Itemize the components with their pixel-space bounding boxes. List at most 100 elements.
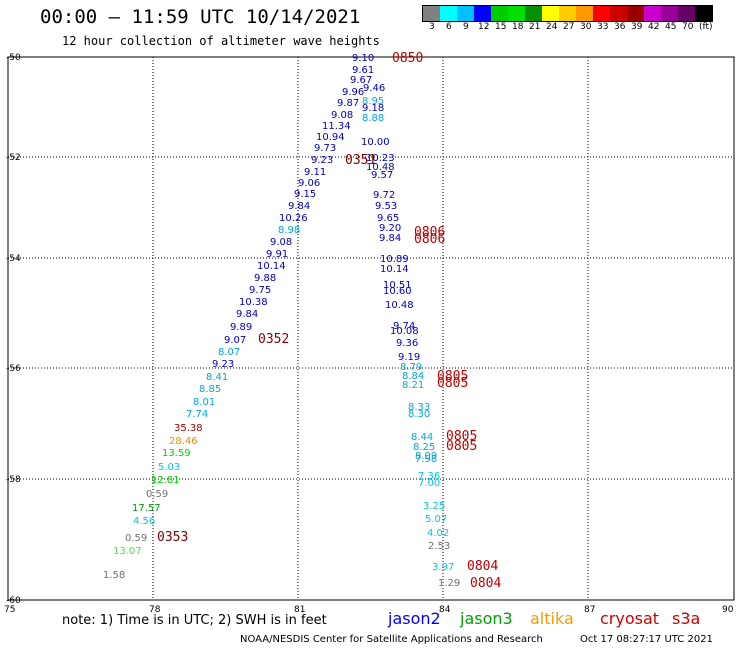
generation-timestamp: Oct 17 08:27:17 UTC 2021 <box>580 634 713 645</box>
color-scale-label: 27 <box>563 22 575 32</box>
color-swatch <box>627 6 644 21</box>
color-swatch <box>525 6 542 21</box>
wave-height-value: 9.91 <box>266 249 288 260</box>
wave-height-value: 9.74 <box>393 321 415 332</box>
color-swatch <box>593 6 610 21</box>
wave-height-value: 13.07 <box>113 546 142 557</box>
color-swatch <box>440 6 457 21</box>
satellite-legend-altika: altika <box>530 609 574 628</box>
chart-title: 00:00 – 11:59 UTC 10/14/2021 <box>40 6 361 28</box>
wave-height-value: 9.84 <box>236 309 258 320</box>
wave-height-value: 8.09 <box>415 451 437 462</box>
wave-height-value: 10.08 <box>390 326 419 337</box>
color-swatch <box>576 6 593 21</box>
graticule <box>8 57 734 600</box>
wave-height-value: 9.65 <box>377 213 399 224</box>
pass-time-label: 0353 <box>157 530 188 545</box>
wave-height-value: 10.26 <box>279 213 308 224</box>
latitude-tick-label: -58 <box>6 475 21 485</box>
pass-time-label: 0805 <box>437 376 468 391</box>
wave-height-value: 3.97 <box>432 562 454 573</box>
wave-height-value: 8.79 <box>400 362 422 373</box>
wave-height-value: 8.30 <box>408 409 430 420</box>
wave-height-value: 9.08 <box>270 237 292 248</box>
wave-height-value: 10.00 <box>361 137 390 148</box>
color-swatch <box>661 6 678 21</box>
latitude-tick-label: -60 <box>6 596 21 606</box>
wave-height-value: 28.46 <box>169 436 198 447</box>
color-swatch <box>491 6 508 21</box>
wave-height-value: 0.59 <box>146 489 168 500</box>
wave-height-value: 1.29 <box>438 578 460 589</box>
wave-height-value: 9.23 <box>212 359 234 370</box>
color-scale-label: (ft) <box>699 22 713 32</box>
wave-height-value: 9.46 <box>363 83 385 94</box>
wave-height-value: 9.07 <box>224 335 246 346</box>
pass-time-label: 0804 <box>467 559 498 574</box>
satellite-legend-jason3: jason3 <box>460 609 513 628</box>
wave-height-value: 9.06 <box>298 178 320 189</box>
color-swatch <box>474 6 491 21</box>
wave-height-value: 9.67 <box>350 75 372 86</box>
wave-height-value: 35.38 <box>174 423 203 434</box>
wave-height-value: 5.03 <box>158 462 180 473</box>
wave-height-value: 8.01 <box>193 397 215 408</box>
wave-height-value: 8.84 <box>402 371 424 382</box>
wave-height-value: 0.59 <box>125 533 147 544</box>
wave-height-value: 10.14 <box>380 264 409 275</box>
longitude-tick-label: 81 <box>294 605 305 615</box>
pass-time-label: 0806 <box>414 232 445 247</box>
wave-height-value: 7.74 <box>186 409 208 420</box>
wave-height-value: 7.36 <box>418 471 440 482</box>
wave-height-value: 8.88 <box>362 113 384 124</box>
wave-height-value: 12.81 <box>151 475 180 486</box>
color-scale-label: 42 <box>648 22 660 32</box>
wave-height-value: 10.89 <box>380 254 409 265</box>
wave-height-value: 9.88 <box>254 273 276 284</box>
wave-height-value: 9.89 <box>230 322 252 333</box>
color-scale-bar <box>422 5 713 22</box>
longitude-tick-label: 87 <box>584 605 595 615</box>
color-scale-label: 24 <box>546 22 558 32</box>
wave-height-value: 8.25 <box>413 442 435 453</box>
wave-height-value: 9.18 <box>362 103 384 114</box>
wave-height-value: 5.07 <box>425 514 447 525</box>
longitude-tick-label: 75 <box>4 605 15 615</box>
wave-height-value: 1.58 <box>103 570 125 581</box>
wave-height-value: 8.85 <box>199 384 221 395</box>
latitude-tick-label: -52 <box>6 153 21 163</box>
color-swatch <box>644 6 661 21</box>
wave-height-value: 10.60 <box>383 286 412 297</box>
wave-height-value: 9.84 <box>379 233 401 244</box>
wave-height-value: 9.36 <box>396 338 418 349</box>
pass-time-label: 0806 <box>414 225 445 240</box>
wave-height-value: 9.75 <box>249 285 271 296</box>
wave-height-observations: 9.10 0850 9.619.679.469.969.87 8.959.18 9.08… <box>103 51 501 591</box>
longitude-tick-label: 90 <box>722 605 734 615</box>
color-scale-label: 12 <box>478 22 490 32</box>
pass-time-label: 0352 <box>258 332 289 347</box>
wave-height-value: 9.11 <box>304 167 326 178</box>
wave-height-value: 4.02 <box>427 528 449 539</box>
color-scale-label: 39 <box>631 22 643 32</box>
wave-height-value: 9.10 <box>352 53 374 64</box>
wave-height-value: 9.08 <box>331 110 353 121</box>
wave-height-value: 9.15 <box>294 189 316 200</box>
color-scale-label: 3 <box>429 22 435 32</box>
pass-time-label: 0351 <box>345 153 376 168</box>
color-swatch <box>508 6 525 21</box>
wave-height-value: 9.53 <box>375 201 397 212</box>
longitude-tick-label: 78 <box>149 605 161 615</box>
longitude-tick-label: 84 <box>439 605 451 615</box>
color-swatch <box>457 6 474 21</box>
color-scale-label: 36 <box>614 22 626 32</box>
wave-height-value: 9.19 <box>398 352 420 363</box>
latitude-tick-label: -50 <box>6 53 21 63</box>
satellite-legend-cryosat: cryosat <box>600 609 660 628</box>
wave-height-value: 17.57 <box>132 503 161 514</box>
wave-height-value: 9.87 <box>337 98 359 109</box>
wave-height-value: 4.56 <box>133 516 155 527</box>
wave-height-value: 13.59 <box>162 448 191 459</box>
